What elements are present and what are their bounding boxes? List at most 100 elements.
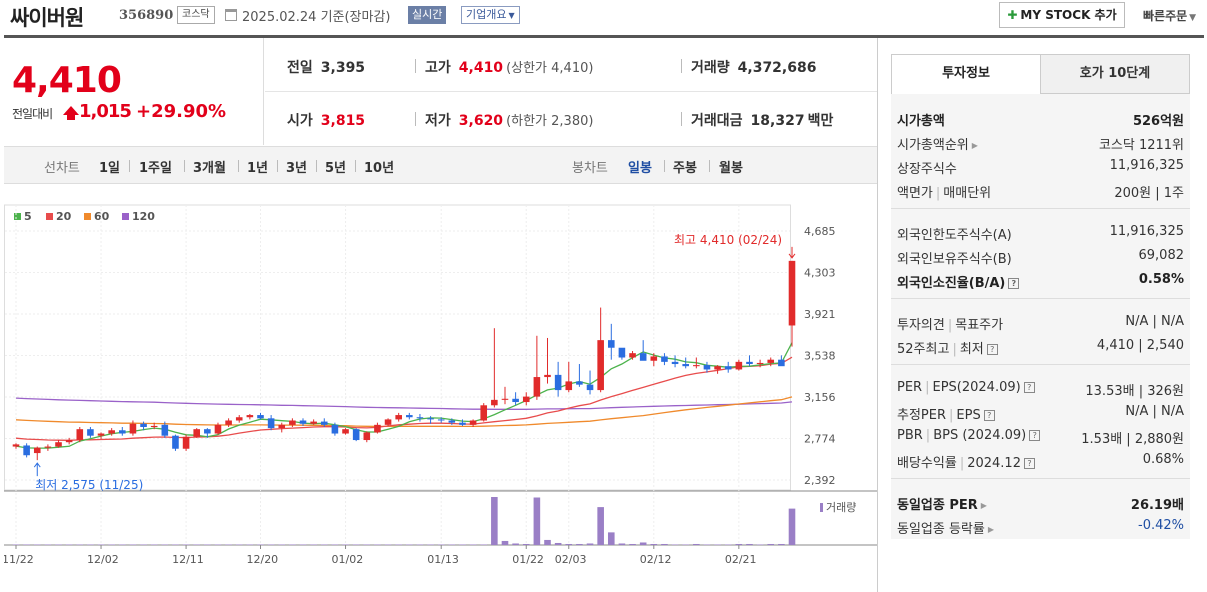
candle-body <box>576 381 583 385</box>
price-box: 4,410 전일대비 1,015 +29.90% <box>4 38 264 145</box>
volume-bar <box>544 539 551 545</box>
help-icon[interactable]: ? <box>1008 278 1020 289</box>
candle-body <box>384 419 392 425</box>
legend-label-120: 120 <box>132 210 155 223</box>
volume-bar <box>427 544 434 545</box>
volume-bar <box>682 544 689 545</box>
foreign-hold-value: 69,082 <box>1138 248 1185 263</box>
volume-bar <box>671 544 679 545</box>
volume-bar <box>193 544 201 545</box>
help-icon[interactable]: ? <box>983 410 995 421</box>
divider <box>681 59 682 73</box>
max-annotation: 최고 4,410 (02/24) <box>674 233 782 247</box>
company-overview-button[interactable]: 기업개요 ▼ <box>461 6 520 24</box>
candle-body <box>172 435 179 449</box>
tab-investment-info[interactable]: 투자정보 <box>891 54 1041 94</box>
period-3m[interactable]: 3개월 <box>193 161 226 176</box>
volume-bar <box>650 543 658 545</box>
candle-body <box>44 446 52 448</box>
plot-frame <box>4 204 791 491</box>
candle-monthly[interactable]: 월봉 <box>719 161 743 176</box>
realtime-button[interactable]: 실시간 <box>408 6 447 24</box>
volume-bar <box>406 544 413 545</box>
volume-bar <box>352 544 360 545</box>
candle-weekly[interactable]: 주봉 <box>673 161 697 176</box>
ma-line-60 <box>15 396 793 428</box>
price-chart[interactable]: 5 20 60 120 4,685 4,303 3,921 3,538 3,156 2,774 2,… <box>4 185 877 592</box>
stock-header: 싸이버원 356890 코스닥 2025.02.24 기준(장마감) 실시간 기… <box>0 0 1207 36</box>
plus-icon: ✚ <box>1007 8 1018 22</box>
candle-body <box>257 415 264 419</box>
help-icon[interactable]: ? <box>1023 382 1035 393</box>
rank-label[interactable]: 시가총액순위 <box>897 138 969 153</box>
help-icon[interactable]: ? <box>1023 458 1035 469</box>
period-5y[interactable]: 5년 <box>325 161 347 176</box>
candle-body <box>671 361 679 365</box>
volume-bar <box>788 508 796 545</box>
volume-bar <box>448 544 456 545</box>
mystock-add-button[interactable]: ✚ MY STOCK 추가 <box>999 2 1125 28</box>
candle-body <box>480 405 488 421</box>
candle-body <box>618 347 626 358</box>
current-price: 4,410 <box>12 60 122 101</box>
volume-bar <box>161 544 169 545</box>
volume-bar <box>554 542 562 545</box>
volume-bar <box>310 544 317 545</box>
candle-daily[interactable]: 일봉 <box>628 161 652 176</box>
candle-body <box>267 418 275 429</box>
sector-per-label[interactable]: 동일업종 PER <box>897 498 978 513</box>
stat-volume-label: 거래량 <box>691 60 730 76</box>
foreign-ratio-label: 외국인소진율(B/A) <box>897 276 1006 291</box>
y-tick-label: 2,392 <box>804 474 836 487</box>
est-per-label: 추정PER <box>897 408 947 423</box>
volume-bar <box>703 544 711 545</box>
help-icon[interactable]: ? <box>1029 430 1041 441</box>
period-1y[interactable]: 1년 <box>247 161 269 176</box>
volume-bar <box>459 544 466 545</box>
help-icon[interactable]: ? <box>986 344 998 355</box>
volume-bar <box>756 544 764 545</box>
change-label: 전일대비 <box>12 107 53 121</box>
volume-bar <box>576 543 583 545</box>
volume-bar <box>384 544 392 545</box>
period-10y[interactable]: 10년 <box>364 161 395 176</box>
volume-bar <box>331 544 339 545</box>
volume-bar <box>140 544 147 545</box>
est-value: N/A | N/A <box>1125 404 1184 419</box>
candle-body <box>565 381 573 391</box>
x-tick-label: 01/02 <box>332 553 364 566</box>
divider <box>415 59 416 73</box>
candle-body <box>533 377 541 397</box>
stat-high-label: 고가 <box>425 60 451 76</box>
quick-order-button[interactable]: 빠른주문 ▼ <box>1143 7 1196 24</box>
candle-body <box>299 420 307 424</box>
sector-rate-label[interactable]: 동일업종 등락률 <box>897 522 985 537</box>
tab-quote-10[interactable]: 호가 10단계 <box>1040 54 1190 94</box>
candle-body <box>342 429 349 434</box>
candle-body <box>129 423 137 434</box>
period-1w[interactable]: 1주일 <box>139 161 172 176</box>
period-3y[interactable]: 3년 <box>286 161 308 176</box>
candle-body <box>23 445 30 456</box>
est-eps-label: EPS <box>956 408 981 423</box>
foreign-limit-value: 11,916,325 <box>1109 224 1184 239</box>
x-tick-label: 12/02 <box>87 553 119 566</box>
foreign-hold-label: 외국인보유주식수(B) <box>897 252 1012 267</box>
row-divider <box>265 91 877 92</box>
quick-order-label: 빠른주문 <box>1143 9 1188 23</box>
mystock-label: MY STOCK 추가 <box>1020 8 1117 22</box>
bps-label: BPS (2024.09) <box>933 428 1027 443</box>
info-tabs: 투자정보 호가 10단계 <box>891 54 1190 94</box>
candle-body <box>724 366 732 370</box>
period-1d[interactable]: 1일 <box>99 161 121 176</box>
w52-low-label: 최저 <box>959 342 984 357</box>
candle-body <box>310 421 317 424</box>
volume-bar <box>87 544 94 545</box>
candle-body <box>459 422 466 425</box>
volume-bar <box>639 542 647 545</box>
volume-bar <box>246 544 254 545</box>
volume-bar <box>374 544 381 545</box>
candle-body <box>161 424 169 436</box>
divider <box>129 160 130 172</box>
candle-body <box>289 420 296 425</box>
